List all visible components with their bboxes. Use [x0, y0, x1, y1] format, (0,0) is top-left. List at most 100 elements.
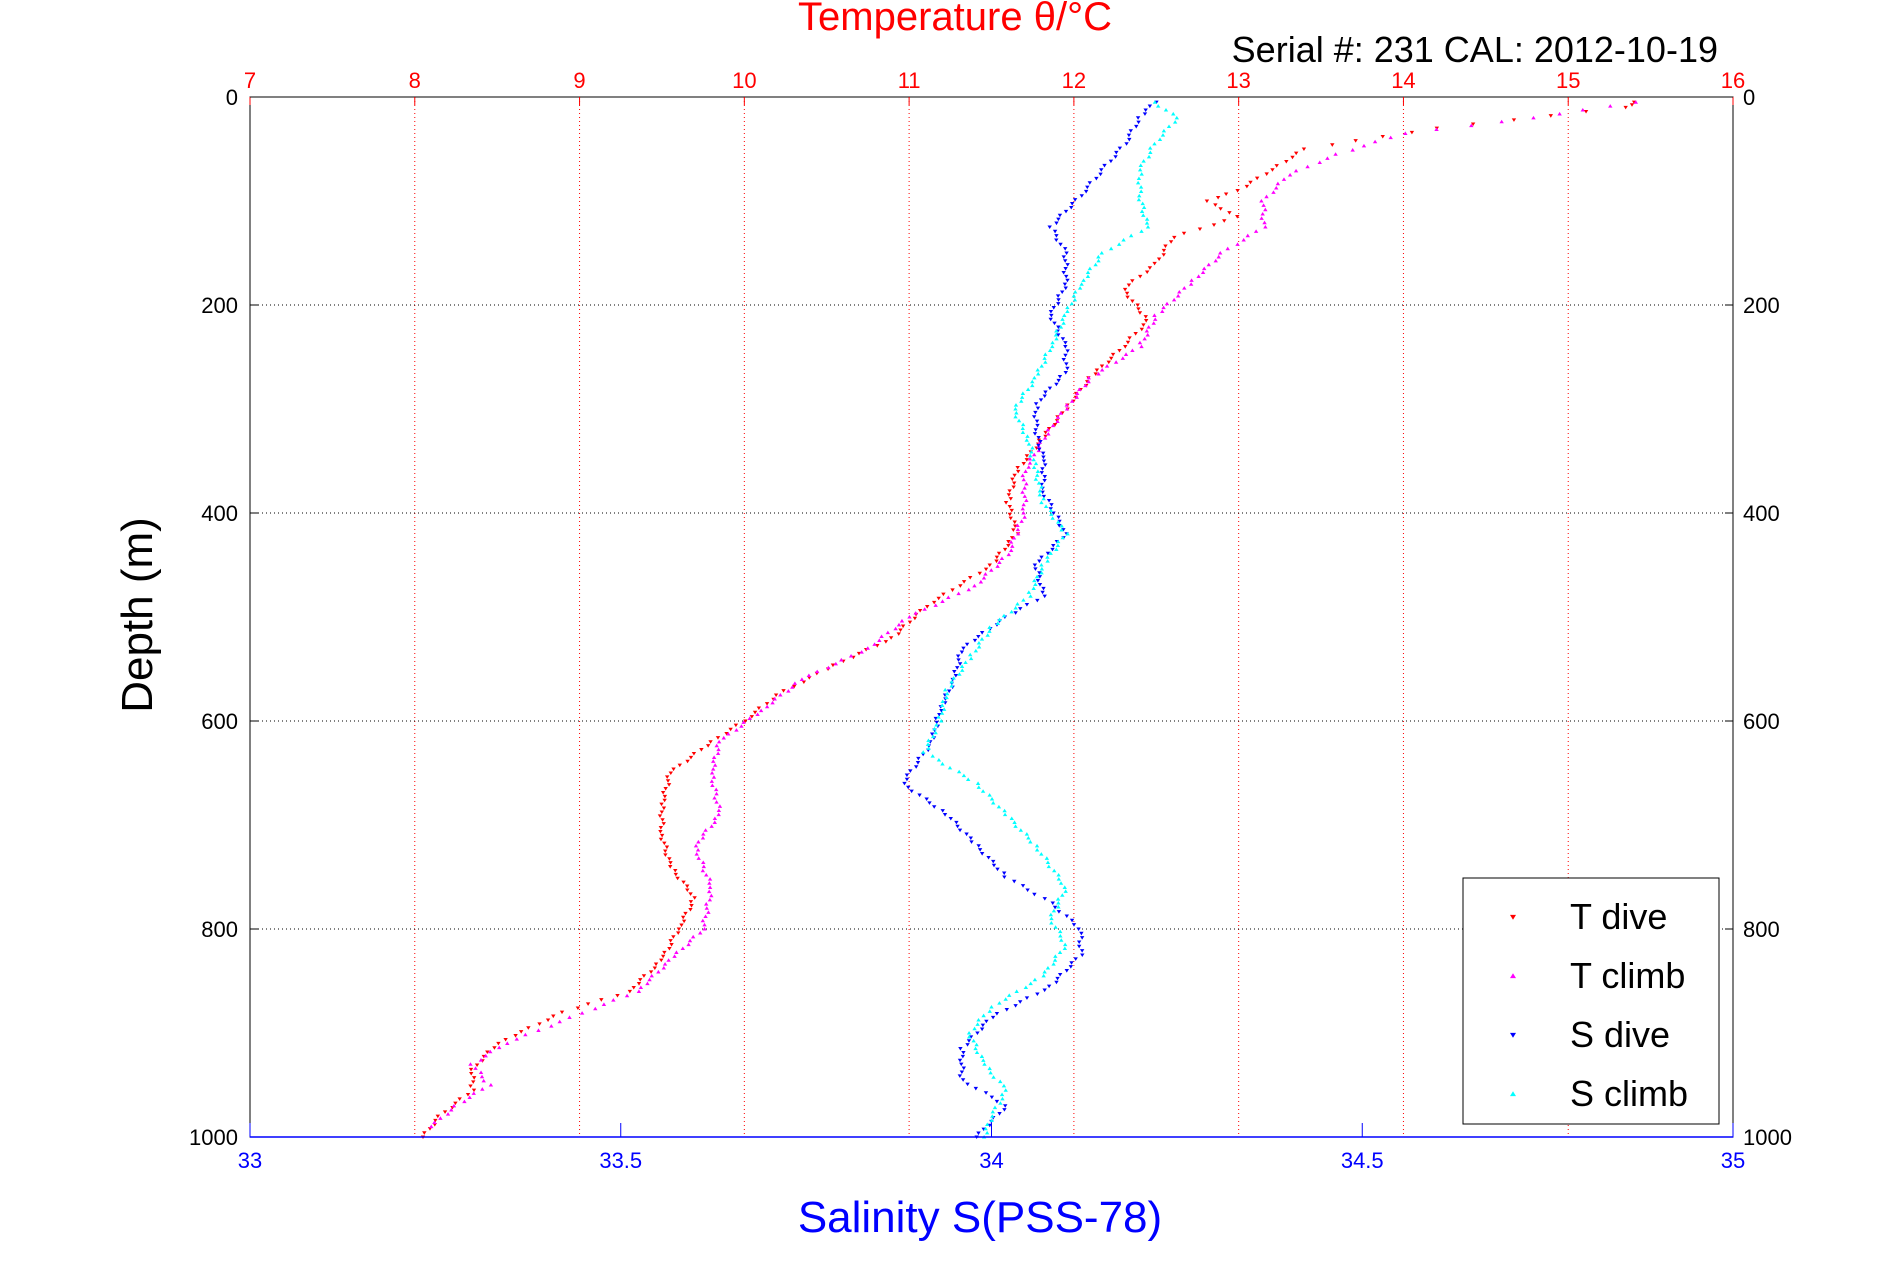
data-point	[1028, 594, 1033, 598]
data-point	[624, 993, 630, 998]
data-point	[945, 691, 950, 696]
data-point	[959, 1070, 965, 1074]
data-point	[503, 1037, 508, 1042]
data-point	[946, 595, 951, 600]
data-point	[1054, 382, 1059, 387]
data-point	[1072, 297, 1078, 302]
data-point	[1141, 205, 1147, 210]
data-point	[1069, 205, 1074, 210]
y-axis-label: Depth (m)	[113, 517, 162, 713]
data-point	[749, 715, 755, 719]
data-point	[991, 859, 996, 864]
data-point	[1019, 395, 1025, 399]
data-point	[1031, 465, 1037, 470]
data-point	[1042, 356, 1047, 360]
data-point	[1138, 189, 1144, 194]
data-point	[1136, 120, 1141, 125]
depth-tick-label-left: 800	[201, 917, 238, 942]
data-point	[926, 746, 931, 750]
data-point	[1042, 475, 1048, 479]
data-point	[1047, 386, 1053, 391]
data-point	[638, 985, 644, 990]
data-point	[1034, 847, 1040, 852]
data-point	[963, 660, 968, 665]
data-point	[1147, 104, 1153, 109]
data-point	[1096, 371, 1101, 376]
data-point	[488, 1083, 494, 1087]
data-point	[673, 868, 678, 873]
data-point	[1006, 540, 1011, 544]
data-point	[1061, 255, 1066, 259]
data-point	[1020, 490, 1025, 494]
data-point	[814, 669, 820, 674]
data-point	[671, 767, 676, 772]
data-point	[957, 1074, 963, 1078]
data-point	[1135, 116, 1141, 120]
data-point	[1034, 843, 1040, 848]
data-point	[656, 969, 661, 974]
data-point	[1134, 124, 1139, 129]
data-point	[1188, 282, 1194, 286]
data-point	[636, 989, 642, 993]
data-point	[1057, 972, 1063, 977]
data-point	[1051, 543, 1056, 548]
data-point	[716, 808, 722, 812]
data-point	[1024, 454, 1030, 458]
data-point	[1018, 607, 1023, 611]
data-point	[913, 765, 919, 769]
data-point	[704, 902, 709, 906]
data-point	[469, 1072, 474, 1076]
data-point	[1047, 225, 1052, 229]
data-point	[1022, 486, 1027, 490]
data-point	[1057, 374, 1063, 379]
data-point	[937, 712, 942, 717]
legend-marker	[1510, 973, 1516, 979]
data-point	[978, 579, 984, 584]
data-point	[1039, 852, 1044, 856]
data-point	[1054, 547, 1059, 551]
data-point	[733, 723, 739, 728]
data-point	[1001, 613, 1007, 618]
data-point	[1122, 287, 1128, 292]
data-point	[652, 966, 658, 970]
data-point	[1052, 321, 1057, 326]
data-point	[997, 560, 1002, 564]
data-point	[1080, 953, 1085, 957]
data-point	[1045, 427, 1051, 432]
data-point	[700, 918, 706, 923]
data-point	[1033, 567, 1038, 571]
data-point	[971, 1038, 976, 1043]
data-point	[1015, 602, 1020, 606]
data-point	[660, 790, 666, 795]
data-point	[1161, 248, 1167, 253]
data-point	[1011, 481, 1017, 486]
data-point	[707, 877, 713, 881]
data-point	[1045, 551, 1051, 556]
data-point	[1161, 128, 1167, 133]
data-point	[961, 580, 967, 584]
data-point	[1013, 407, 1018, 411]
data-point	[1264, 194, 1269, 199]
data-point	[1024, 602, 1030, 607]
data-point	[601, 1002, 607, 1006]
data-point	[1065, 278, 1070, 283]
data-point	[1039, 563, 1044, 567]
data-point	[471, 1091, 476, 1095]
data-point	[743, 719, 748, 723]
data-point	[980, 789, 986, 793]
data-point	[1017, 1000, 1023, 1004]
data-point	[1166, 124, 1172, 129]
data-point	[1281, 177, 1287, 181]
data-point	[488, 1049, 493, 1054]
data-point	[1056, 877, 1062, 881]
data-point	[965, 777, 971, 782]
data-point	[1164, 301, 1170, 306]
data-point	[1042, 436, 1048, 440]
data-point	[998, 1101, 1003, 1105]
data-point	[1053, 954, 1058, 958]
data-point	[473, 1066, 478, 1070]
data-point	[658, 837, 664, 842]
data-point	[1470, 122, 1476, 127]
data-point	[1036, 436, 1041, 440]
data-point	[1065, 366, 1070, 371]
